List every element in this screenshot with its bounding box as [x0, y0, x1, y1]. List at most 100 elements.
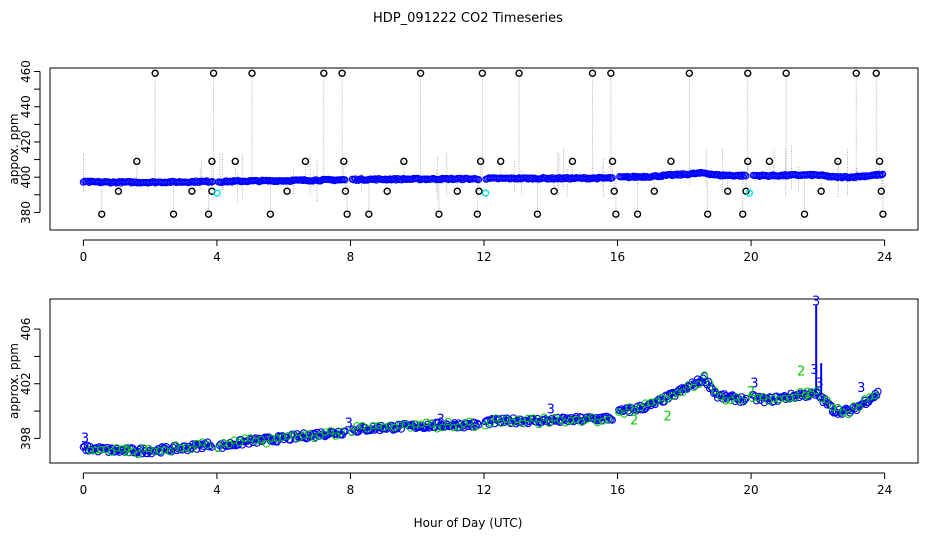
- mean-point: [474, 175, 483, 184]
- alt-point: [754, 393, 762, 402]
- alt-point: [700, 371, 709, 379]
- alt-point: [716, 392, 725, 401]
- alt-point: [257, 435, 265, 444]
- alt-point: [305, 430, 313, 438]
- mean-point: [608, 416, 616, 424]
- alt-point: [289, 431, 297, 439]
- alt-point: [486, 419, 495, 427]
- x-tick-label: 20: [743, 483, 758, 497]
- alt-point: [711, 387, 719, 395]
- outlier-point: [231, 157, 239, 166]
- alt-point: [123, 444, 132, 452]
- y-tick-label: 400: [19, 166, 33, 189]
- alt-point: [278, 433, 287, 442]
- alt-point: [508, 418, 516, 427]
- alt-point: [705, 379, 714, 387]
- alt-point: [802, 392, 810, 400]
- outlier-point: [476, 157, 485, 166]
- alt-point: [380, 423, 388, 431]
- outlier-point: [800, 210, 809, 218]
- outlier-point: [340, 157, 348, 166]
- top-plot-frame: [49, 67, 919, 231]
- x-tick-label: 24: [877, 483, 892, 497]
- alt-point: [113, 444, 121, 452]
- outlier-point: [496, 157, 505, 166]
- alt-point: [738, 397, 746, 405]
- alt-point: [267, 434, 276, 443]
- point-label: 2: [123, 445, 131, 460]
- alt-point: [636, 403, 644, 412]
- outlier-point: [416, 69, 425, 77]
- outlier-point: [453, 187, 461, 195]
- top-y-axis-label: appox. ppm: [7, 113, 21, 184]
- outlier-point: [283, 187, 291, 195]
- mean-point: [677, 384, 686, 392]
- outlier-point: [877, 187, 885, 195]
- alt-point: [524, 414, 532, 423]
- alt-point: [326, 427, 335, 435]
- alt-point: [166, 447, 174, 456]
- alt-point: [150, 447, 158, 455]
- outlier-point: [817, 187, 825, 195]
- alt-point: [668, 392, 676, 400]
- outlier-point: [98, 210, 106, 218]
- outlier-point: [834, 157, 842, 166]
- outlier-point: [739, 210, 747, 218]
- alt-point: [129, 447, 137, 455]
- alt-point: [850, 402, 858, 410]
- outlier-point: [133, 157, 141, 166]
- alt-point: [214, 444, 222, 453]
- mean-point: [552, 417, 560, 425]
- alt-point: [337, 427, 345, 436]
- alt-point: [834, 403, 842, 412]
- outlier-point: [633, 210, 642, 218]
- outlier-point: [765, 157, 774, 166]
- alt-point: [545, 419, 554, 427]
- alt-point: [796, 388, 805, 396]
- bottom-axes: 0 4 8 12 16 20 24 398 402 406: [19, 318, 892, 497]
- alt-point: [673, 389, 682, 397]
- alt-point: [577, 418, 586, 427]
- alt-point: [465, 417, 474, 426]
- mean-point: [341, 176, 349, 184]
- y-tick-label: 398: [19, 427, 33, 450]
- top-panel: 0 4 8 12 16 20 24 380 400 420 440 460 appox. ppm: [7, 60, 919, 264]
- alt-point: [529, 414, 538, 422]
- bottom-plot-frame: [49, 298, 919, 464]
- alt-point: [727, 396, 735, 405]
- alt-point: [177, 444, 185, 453]
- outlier-point: [607, 69, 615, 77]
- alt-point: [823, 396, 831, 404]
- x-tick-label: 20: [743, 250, 758, 264]
- outlier-point: [612, 210, 620, 218]
- alt-point: [283, 432, 292, 440]
- alt-point: [369, 421, 377, 430]
- alt-point: [332, 432, 340, 440]
- alt-point: [513, 415, 522, 424]
- outlier-point: [338, 69, 346, 77]
- outlier-point: [744, 69, 752, 77]
- outlier-point: [114, 187, 123, 195]
- outlier-point: [478, 69, 487, 77]
- alt-point: [519, 419, 527, 428]
- y-tick-label: 402: [19, 372, 33, 395]
- alt-point: [567, 416, 575, 425]
- alt-point: [417, 420, 425, 428]
- point-label: 2: [804, 386, 812, 401]
- alt-point: [97, 446, 105, 454]
- x-tick-label: 0: [80, 483, 88, 497]
- alt-point: [454, 423, 463, 431]
- x-tick-label: 0: [80, 250, 88, 264]
- alt-point: [316, 431, 324, 440]
- outlier-point: [568, 157, 577, 166]
- mean-point: [739, 172, 747, 180]
- alt-point: [364, 425, 372, 433]
- x-tick-label: 8: [347, 250, 355, 264]
- outlier-point: [667, 157, 675, 166]
- alt-point: [641, 399, 650, 407]
- outlier-point: [515, 69, 523, 77]
- flagged-point: [213, 189, 221, 197]
- outlier-point: [208, 157, 216, 166]
